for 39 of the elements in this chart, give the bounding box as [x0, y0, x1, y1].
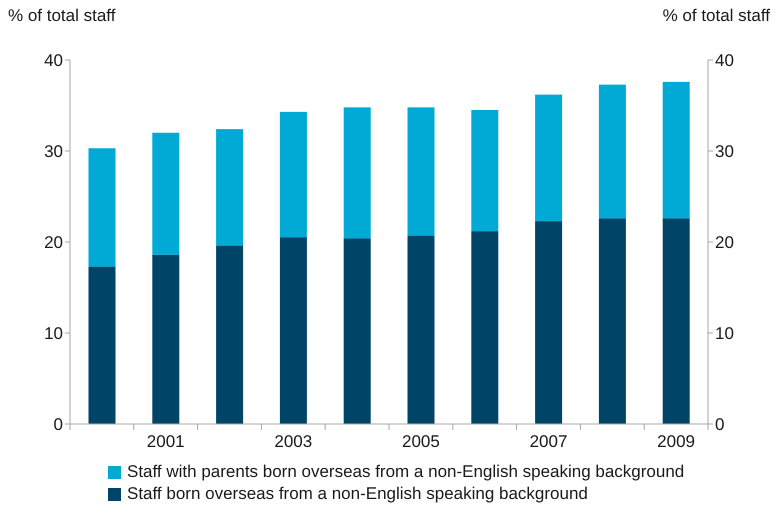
bar: [535, 94, 562, 222]
bar: [662, 218, 690, 424]
y2-tick-label: 40: [715, 51, 734, 70]
bar: [408, 107, 434, 236]
y-tick-label: 30: [44, 142, 63, 162]
bar: [88, 148, 116, 267]
x-tick-label: 2009: [657, 432, 696, 451]
x-tick-label: 2007: [530, 432, 568, 451]
bar: [344, 107, 371, 238]
bar: [598, 218, 626, 424]
legend-label: Staff born overseas from a non-English speaking background: [127, 484, 588, 504]
y2-tick-label: 30: [715, 142, 734, 162]
y-tick-label: 0: [54, 415, 63, 434]
bar: [471, 231, 498, 424]
x-tick-label: 2001: [146, 432, 185, 451]
bar: [344, 238, 371, 424]
y2-tick-label: 20: [715, 233, 734, 252]
bar: [152, 254, 180, 424]
bar: [152, 132, 180, 255]
bar: [216, 246, 244, 424]
y-tick-label: 40: [44, 51, 63, 70]
x-tick-label: 2003: [274, 432, 312, 451]
y2-tick-label: 0: [715, 415, 724, 434]
bar: [471, 110, 498, 232]
y2-axis-title: % of total staff: [662, 6, 770, 26]
bar: [535, 221, 562, 424]
y-tick-label: 10: [44, 324, 63, 344]
bar: [598, 84, 626, 218]
legend-label: Staff with parents born overseas from a non-English speaking background: [127, 462, 684, 482]
bar: [408, 236, 434, 424]
y2-tick-label: 10: [715, 324, 734, 344]
bar: [216, 129, 244, 246]
bar: [280, 237, 307, 424]
bar: [88, 266, 116, 424]
bar: [662, 82, 690, 218]
bar: [280, 112, 307, 238]
x-tick-label: 2005: [402, 432, 440, 451]
y-tick-label: 20: [44, 233, 63, 252]
y-axis-title: % of total staff: [8, 6, 116, 26]
